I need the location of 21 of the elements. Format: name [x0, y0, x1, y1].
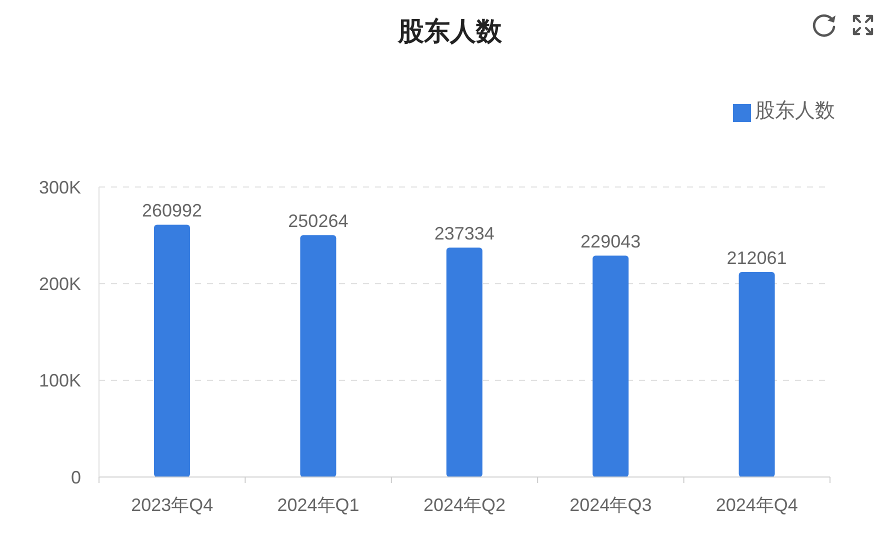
- bar: [738, 272, 775, 477]
- x-tick-label: 2024年Q2: [423, 495, 506, 515]
- chart-title: 股东人数: [396, 15, 503, 48]
- x-tick-label: 2023年Q4: [131, 495, 214, 515]
- bar: [446, 248, 482, 477]
- bar: [300, 235, 336, 477]
- bar: [592, 256, 629, 477]
- x-tick-label: 2024年Q1: [277, 495, 360, 515]
- data-label: 229043: [580, 232, 641, 252]
- y-tick-label: 0: [70, 467, 81, 488]
- legend-label: 股东人数: [755, 100, 835, 122]
- data-label: 260992: [142, 200, 202, 221]
- y-tick-label: 200K: [38, 274, 81, 294]
- data-label: 250264: [288, 211, 348, 232]
- x-tick-label: 2024年Q3: [570, 495, 652, 515]
- data-label: 212061: [726, 248, 787, 268]
- bar: [154, 224, 190, 477]
- data-label: 237334: [434, 224, 494, 244]
- y-tick-label: 300K: [38, 177, 81, 198]
- x-tick-label: 2024年Q4: [716, 495, 798, 515]
- y-tick-label: 100K: [38, 370, 81, 391]
